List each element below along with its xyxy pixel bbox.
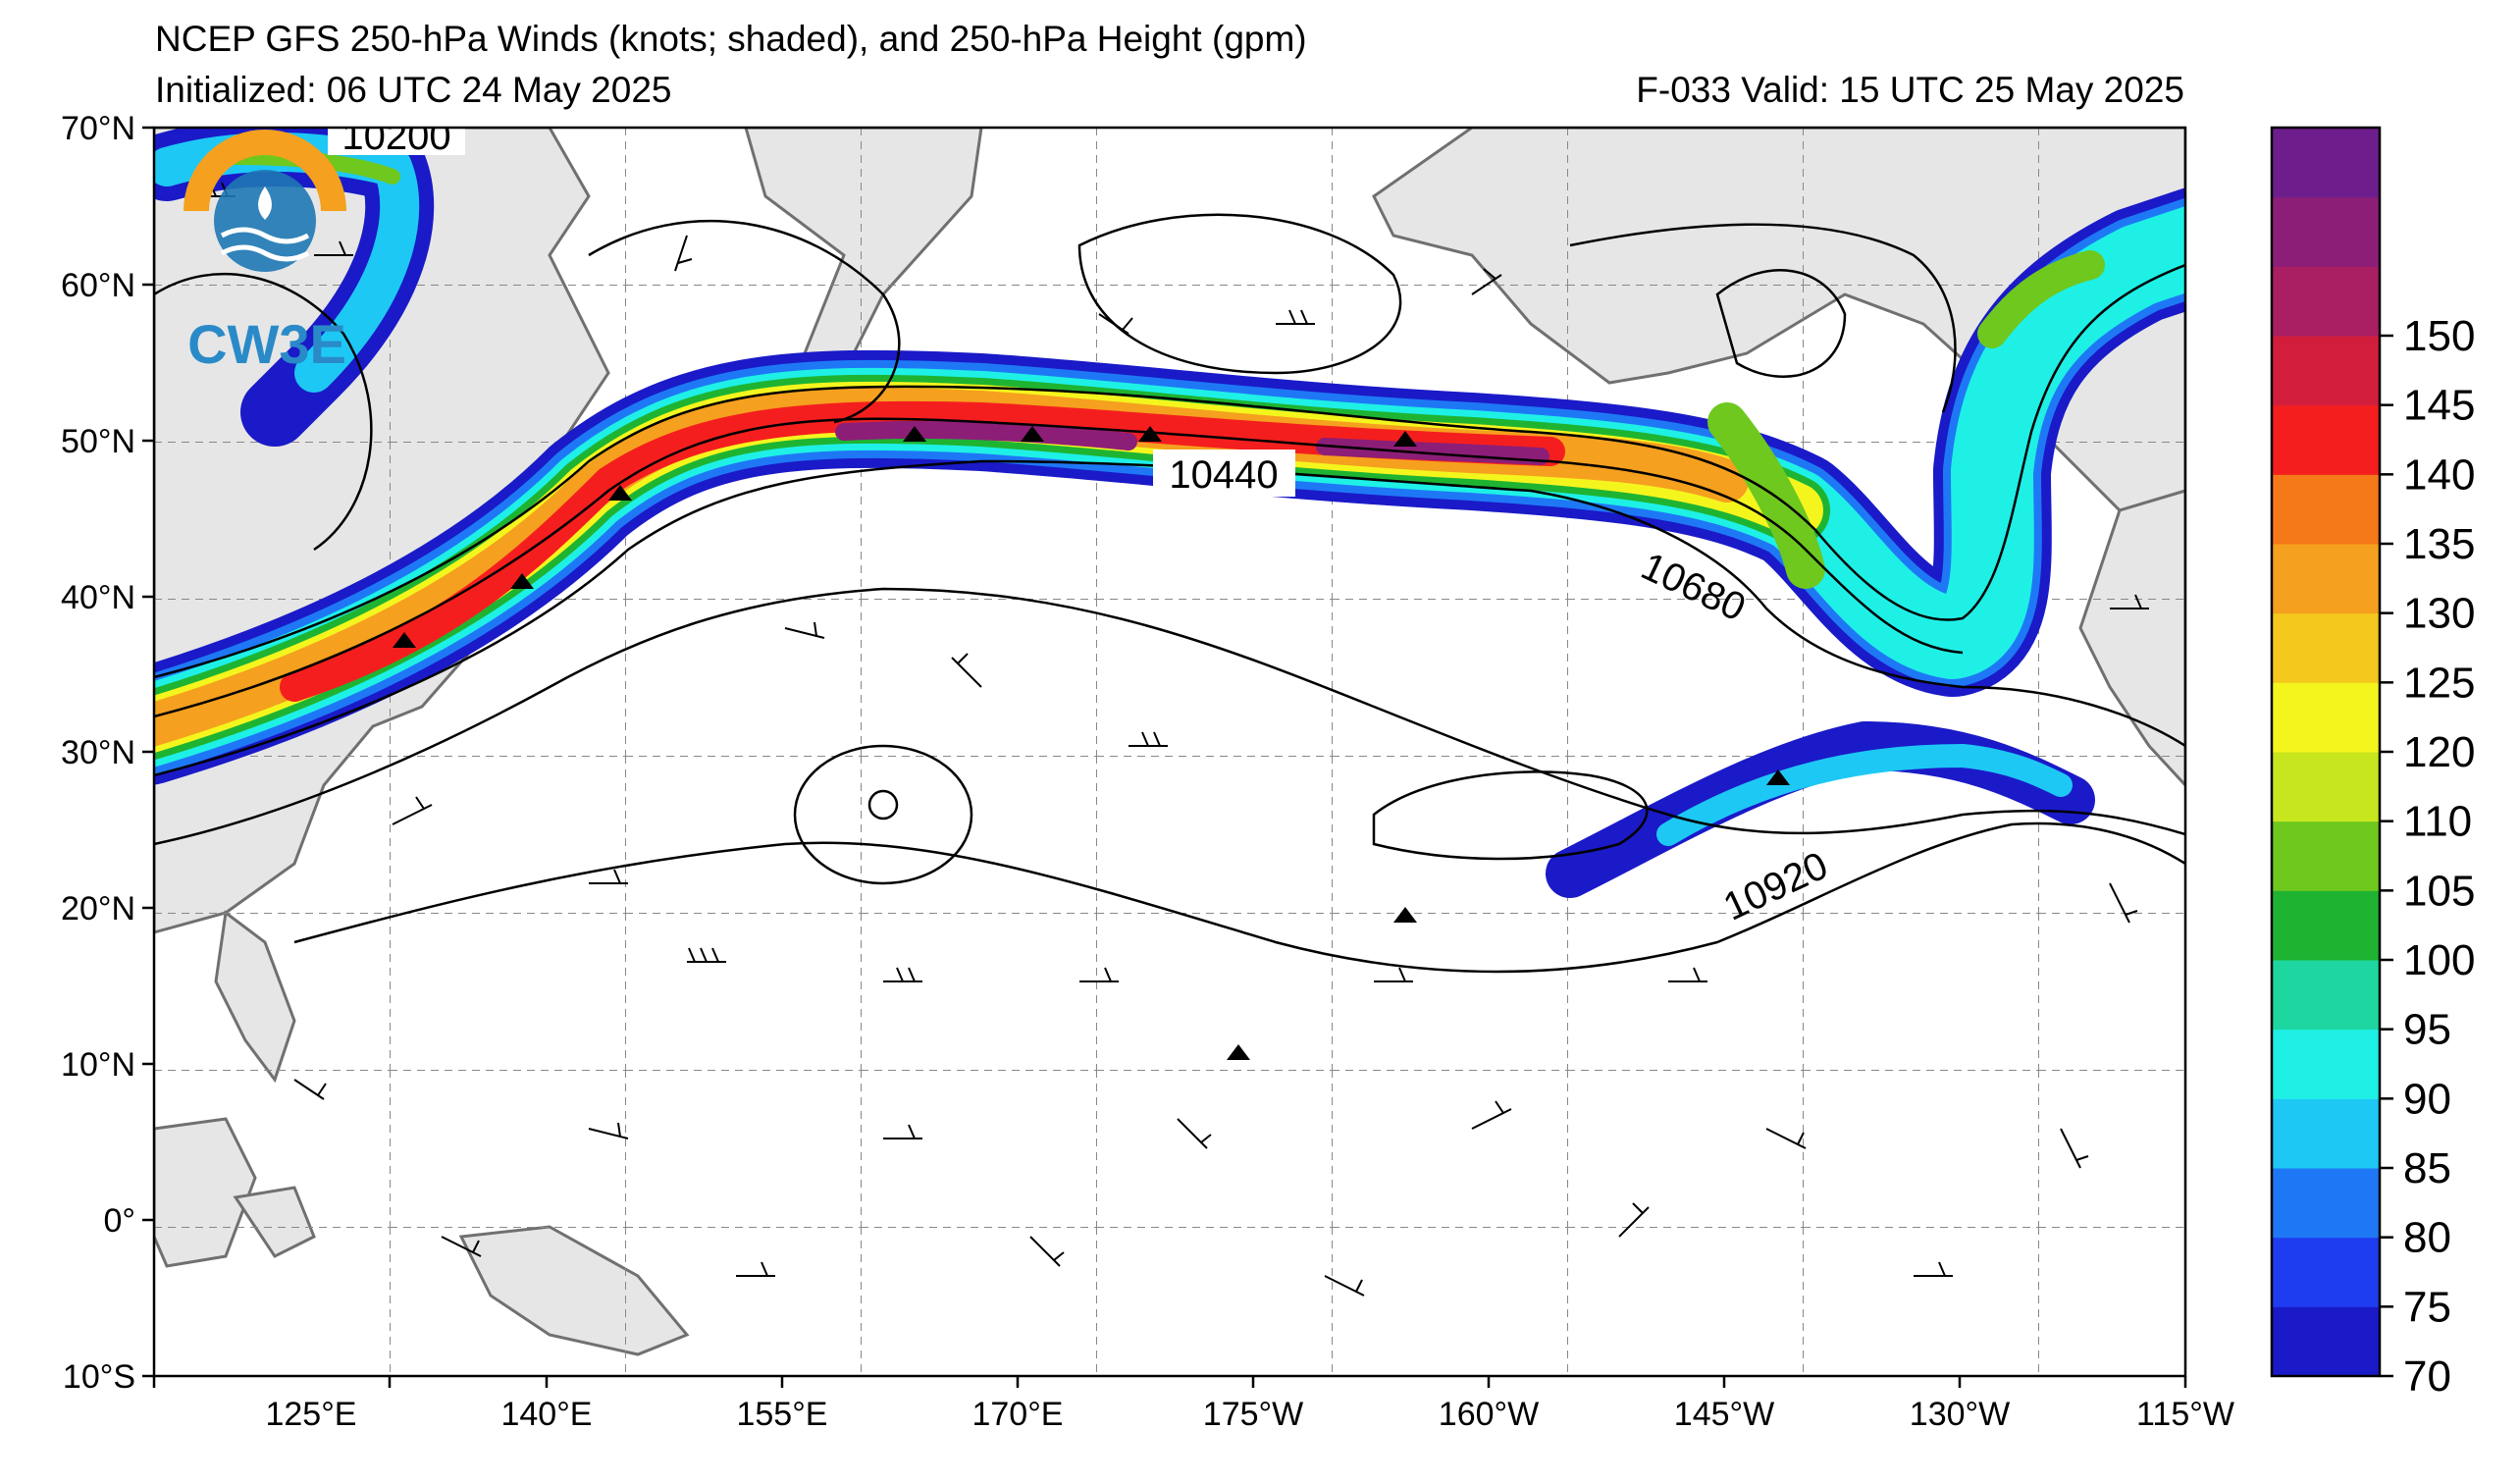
colorbar-segments bbox=[2272, 128, 2380, 1377]
lat-label: 20°N bbox=[61, 890, 135, 927]
colorbar-label: 105 bbox=[2403, 867, 2475, 915]
colorbar-segment bbox=[2272, 266, 2380, 337]
lon-label: 160°W bbox=[1439, 1396, 1539, 1433]
colorbar-segment bbox=[2272, 752, 2380, 822]
colorbar-segment bbox=[2272, 196, 2380, 267]
lon-label: 125°E bbox=[265, 1396, 356, 1433]
colorbar-label: 70 bbox=[2403, 1352, 2451, 1401]
lat-label: 30°N bbox=[61, 734, 135, 771]
jet-stream-shading bbox=[154, 128, 2185, 898]
lon-label: 130°W bbox=[1910, 1396, 2010, 1433]
axis-ticks bbox=[142, 126, 2187, 1388]
colorbar-segment bbox=[2272, 821, 2380, 891]
colorbar-segment bbox=[2272, 682, 2380, 753]
colorbar-segment bbox=[2272, 1306, 2380, 1377]
colorbar-segment bbox=[2272, 890, 2380, 961]
colorbar-label: 110 bbox=[2403, 798, 2472, 846]
colorbar-label: 100 bbox=[2403, 936, 2475, 984]
lon-label: 145°W bbox=[1674, 1396, 1774, 1433]
colorbar-label: 145 bbox=[2403, 382, 2475, 430]
lat-label: 0° bbox=[103, 1202, 135, 1240]
longitude-labels: 125°E 140°E 155°E 170°E 175°W 160°W 145°… bbox=[265, 1396, 2233, 1433]
colorbar-label: 85 bbox=[2403, 1144, 2451, 1192]
colorbar-segment bbox=[2272, 1098, 2380, 1169]
colorbar-label: 120 bbox=[2403, 728, 2475, 776]
lat-label: 40°N bbox=[61, 579, 135, 616]
colorbar-segment bbox=[2272, 1168, 2380, 1239]
colorbar-label: 135 bbox=[2403, 520, 2475, 568]
lat-label: 70°N bbox=[61, 110, 135, 147]
map-panel: 10200 10440 10680 10920 CW3E bbox=[154, 115, 2185, 1376]
colorbar-segment bbox=[2272, 1029, 2380, 1099]
lat-label: 60°N bbox=[61, 267, 135, 304]
colorbar-segment bbox=[2272, 336, 2380, 406]
colorbar-segment bbox=[2272, 544, 2380, 614]
lon-label: 170°E bbox=[971, 1396, 1063, 1433]
contour-label-10440: 10440 bbox=[1169, 453, 1278, 497]
valid-time: F-033 Valid: 15 UTC 25 May 2025 bbox=[1636, 70, 2184, 110]
colorbar-label: 75 bbox=[2403, 1283, 2451, 1331]
colorbar-segment bbox=[2272, 612, 2380, 683]
lat-label: 50°N bbox=[61, 423, 135, 460]
colorbar-label: 90 bbox=[2403, 1075, 2451, 1123]
lon-label: 155°E bbox=[736, 1396, 827, 1433]
colorbar-label: 130 bbox=[2403, 590, 2475, 638]
contour-label-10200: 10200 bbox=[341, 115, 450, 158]
figure-title: NCEP GFS 250-hPa Winds (knots; shaded), … bbox=[155, 19, 1307, 59]
wind-pennants bbox=[393, 426, 1790, 1060]
logo-text: CW3E bbox=[187, 313, 346, 375]
colorbar-label: 140 bbox=[2403, 450, 2475, 499]
colorbar-label: 80 bbox=[2403, 1214, 2451, 1262]
lat-label: 10°S bbox=[63, 1358, 135, 1396]
lon-label: 175°W bbox=[1203, 1396, 1303, 1433]
height-contours bbox=[154, 213, 2185, 974]
colorbar-labels: 70 75 80 85 90 95 100 105 110 120 125 130 135 140 145 1… bbox=[2380, 312, 2475, 1401]
initialized-time: Initialized: 06 UTC 24 May 2025 bbox=[155, 70, 672, 110]
lon-label: 140°E bbox=[500, 1396, 592, 1433]
colorbar-label: 150 bbox=[2403, 312, 2475, 360]
colorbar-segment bbox=[2272, 960, 2380, 1031]
lat-label: 10°N bbox=[61, 1046, 135, 1084]
colorbar-segment bbox=[2272, 404, 2380, 475]
colorbar-segment bbox=[2272, 474, 2380, 545]
colorbar-label: 95 bbox=[2403, 1006, 2451, 1054]
cw3e-logo: CW3E bbox=[184, 130, 346, 375]
colorbar-segment bbox=[2272, 128, 2380, 198]
wind-barbs bbox=[196, 182, 2149, 1297]
colorbar: 70 75 80 85 90 95 100 105 110 120 125 130 135 140 145 1… bbox=[2270, 126, 2475, 1401]
latitude-labels: 70°N 60°N 50°N 40°N 30°N 20°N 10°N 0° 10… bbox=[61, 110, 135, 1396]
lon-label: 115°W bbox=[2136, 1396, 2234, 1433]
colorbar-label: 125 bbox=[2403, 659, 2475, 707]
colorbar-segment bbox=[2272, 1237, 2380, 1307]
